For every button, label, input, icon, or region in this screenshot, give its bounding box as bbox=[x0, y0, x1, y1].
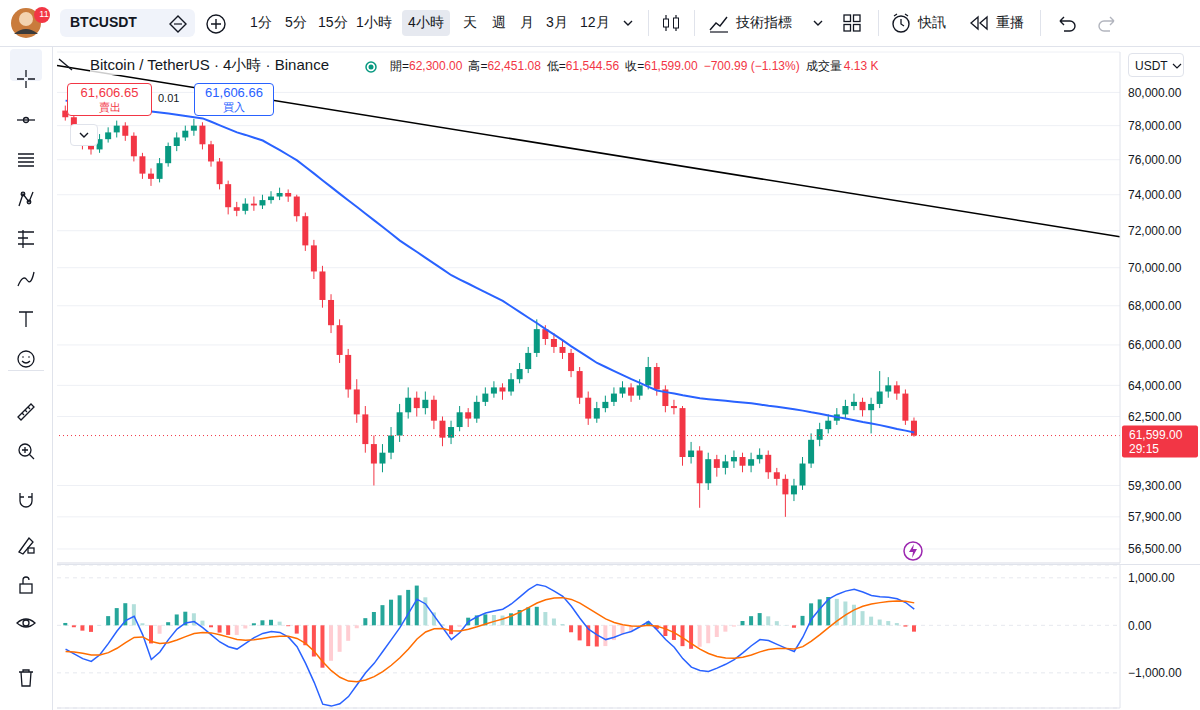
svg-text:70,000.00: 70,000.00 bbox=[1128, 261, 1182, 275]
html-text:11: 11 bbox=[39, 9, 49, 19]
svg-text:62,500.00: 62,500.00 bbox=[1128, 410, 1182, 424]
svg-text:72,000.00: 72,000.00 bbox=[1128, 224, 1182, 238]
html-text:低= 61,544.56: 低= 61,544.56 bbox=[546, 59, 620, 73]
html-text:USDT: USDT bbox=[1135, 59, 1168, 73]
html-text:12月: 12月 bbox=[580, 14, 610, 30]
svg-text:59,300.00: 59,300.00 bbox=[1128, 479, 1182, 493]
html-text:週: 週 bbox=[492, 14, 506, 30]
html-text:快訊: 快訊 bbox=[918, 14, 946, 30]
html-text:4小時: 4小時 bbox=[408, 14, 444, 30]
html-text:天: 天 bbox=[463, 14, 477, 30]
svg-text:76,000.00: 76,000.00 bbox=[1128, 153, 1182, 167]
html-text:0.01: 0.01 bbox=[158, 92, 180, 104]
html-text:成交量4.13 K: 成交量4.13 K bbox=[805, 59, 879, 73]
html-text:−700.99 (−1.13%): −700.99 (−1.13%) bbox=[703, 59, 800, 73]
html-text:賣出: 賣出 bbox=[98, 101, 121, 113]
svg-text:78,000.00: 78,000.00 bbox=[1128, 119, 1182, 133]
svg-text:80,000.00: 80,000.00 bbox=[1128, 86, 1182, 100]
html-text:3月: 3月 bbox=[546, 14, 568, 30]
html-text:61,606.65: 61,606.65 bbox=[80, 85, 139, 100]
html-text:1分: 1分 bbox=[250, 14, 272, 30]
html-text:月: 月 bbox=[520, 14, 534, 30]
html-text:收= 61,599.00: 收= 61,599.00 bbox=[625, 59, 698, 73]
svg-text:74,000.00: 74,000.00 bbox=[1128, 188, 1182, 202]
svg-text:29:15: 29:15 bbox=[1129, 442, 1159, 456]
html-text:Bitcoin / TetherUS · 4小時 · Bin: Bitcoin / TetherUS · 4小時 · Binance bbox=[90, 56, 329, 73]
svg-text:68,000.00: 68,000.00 bbox=[1128, 299, 1182, 313]
svg-text:66,000.00: 66,000.00 bbox=[1128, 338, 1182, 352]
html-text:1小時: 1小時 bbox=[356, 14, 392, 30]
svg-text:56,500.00: 56,500.00 bbox=[1128, 542, 1182, 556]
svg-text:1,000.00: 1,000.00 bbox=[1128, 571, 1175, 585]
svg-text:0.00: 0.00 bbox=[1128, 619, 1152, 633]
svg-text:57,900.00: 57,900.00 bbox=[1128, 510, 1182, 524]
html-text:15分: 15分 bbox=[318, 14, 348, 30]
html-text:BTCUSDT: BTCUSDT bbox=[70, 14, 137, 30]
svg-text:−1,000.00: −1,000.00 bbox=[1128, 666, 1182, 680]
svg-text:61,599.00: 61,599.00 bbox=[1129, 428, 1183, 442]
svg-text:64,000.00: 64,000.00 bbox=[1128, 379, 1182, 393]
html-text:5分: 5分 bbox=[285, 14, 307, 30]
html-text:開= 62,300.00: 開= 62,300.00 bbox=[390, 59, 463, 73]
html-text:技術指標: 技術指標 bbox=[736, 14, 792, 30]
html-text:重播: 重播 bbox=[996, 14, 1024, 30]
html-text:61,606.66: 61,606.66 bbox=[205, 85, 263, 100]
html-text:買入: 買入 bbox=[223, 101, 245, 113]
html-text:高= 62,451.08: 高= 62,451.08 bbox=[468, 59, 541, 73]
